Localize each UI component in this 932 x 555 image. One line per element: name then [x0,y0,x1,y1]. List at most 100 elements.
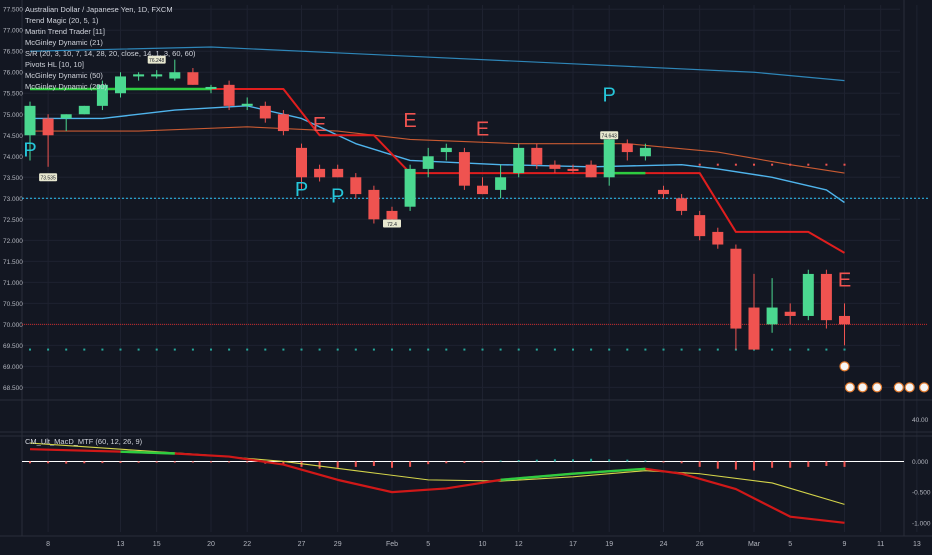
pivot-signal-label: P [23,139,36,161]
candle-body[interactable] [223,84,235,106]
support-dot [65,348,68,351]
event-icon[interactable] [844,382,856,393]
candle-body[interactable] [115,76,126,94]
candle-body[interactable] [549,164,561,169]
support-dot [173,348,176,351]
candle-body[interactable] [151,74,163,77]
pivot-price-label: 74.643 [602,134,618,140]
candle-body[interactable] [133,74,145,77]
macd-histogram-bar [427,461,430,465]
indicator-label[interactable]: McGinley Dynamic (50) [25,71,103,80]
candle-body[interactable] [60,114,72,119]
candle-body[interactable] [766,307,778,325]
candle-body[interactable] [603,139,615,178]
indicator-label[interactable]: Pivots HL [10, 10] [25,60,84,69]
indicator-label[interactable]: McGinley Dynamic (200) [25,82,108,91]
support-dot [553,348,556,351]
event-icon[interactable] [904,382,915,393]
candle-body[interactable] [839,315,850,325]
candle-body[interactable] [169,72,181,79]
candle-body[interactable] [531,147,543,165]
candle-body[interactable] [639,147,651,157]
symbol-title[interactable]: Australian Dollar / Japanese Yen, 1D, FX… [25,5,173,14]
macd-histogram-bar [680,461,683,464]
candle-body[interactable] [78,105,90,115]
indicator-label[interactable]: Martin Trend Trader [11] [25,27,105,36]
stop-marker [825,163,828,166]
support-dot [427,348,430,351]
macd-indicator-label[interactable]: CM_Ult_MacD_MTF (60, 12, 26, 9) [25,437,143,446]
price-axis-tick-label: 70.000 [3,322,23,329]
candle-body[interactable] [676,198,688,211]
price-axis-tick-label: 71.000 [3,280,23,287]
macd-histogram-bar [137,461,140,463]
candle-body[interactable] [658,189,669,195]
candle-body[interactable] [748,307,760,350]
candle-body[interactable] [96,84,108,106]
time-axis-tick-label: 5 [788,541,792,548]
candle-body[interactable] [495,177,507,190]
candle-body[interactable] [458,152,470,186]
candle-body[interactable] [694,215,706,237]
candle-body[interactable] [241,103,253,106]
candle-body[interactable] [477,185,488,195]
support-dot [680,348,683,351]
candle-body[interactable] [820,273,832,321]
candle-body[interactable] [404,168,416,207]
candle-body[interactable] [513,147,525,174]
candle-body[interactable] [712,231,724,245]
time-axis-tick-label: 12 [515,541,523,548]
candle-body[interactable] [440,147,452,153]
candle-body[interactable] [621,143,633,153]
support-dot [716,348,719,351]
candle-body[interactable] [187,72,199,85]
candle-body[interactable] [730,248,742,329]
candle-body[interactable] [567,168,579,171]
event-icon[interactable] [893,382,904,393]
time-axis-tick-label: 20 [207,541,215,548]
candle-body[interactable] [24,105,36,136]
candle-body[interactable] [42,118,54,136]
macd-histogram-bar [101,461,104,464]
candle-body[interactable] [422,156,434,169]
stop-marker [753,163,755,166]
macd-axis-tick-label: -1.000 [912,520,931,527]
event-icon[interactable] [919,382,930,393]
pivot-price-tag [383,219,401,228]
support-dot [698,348,701,351]
support-dot [155,348,158,351]
candle-body[interactable] [205,86,217,90]
candle-body[interactable] [368,189,380,220]
price-axis-tick-label: 76.500 [3,49,23,56]
support-dot [119,348,122,351]
candle-body[interactable] [332,168,344,178]
candle-body[interactable] [314,168,326,178]
candle-body[interactable] [386,210,398,220]
macd-histogram-bar [336,461,339,468]
support-dot [228,348,231,351]
candle-body[interactable] [277,114,289,132]
candle-body[interactable] [802,273,814,316]
price-axis-tick-label: 72.000 [3,238,23,245]
candle-body[interactable] [259,105,271,119]
candle-body[interactable] [585,164,597,178]
exit-signal-label: E [838,270,851,292]
support-dot [372,348,375,351]
macd-histogram-bar [553,459,556,462]
event-icon[interactable] [871,382,883,393]
candle-body[interactable] [350,177,362,195]
indicator-label[interactable]: McGinley Dynamic (21) [25,38,103,47]
indicator-label[interactable]: S/R (20, 3, 10, 7, 14, 28, 20, close, 14… [25,49,196,58]
candle-body[interactable] [784,311,796,316]
macd-histogram-bar [282,461,285,466]
event-icon[interactable] [857,382,868,393]
macd-histogram-bar [228,461,231,463]
event-icon[interactable] [839,361,850,372]
indicator-label[interactable]: Trend Magic (20, 5, 1) [25,16,99,25]
macd-histogram-bar [354,461,357,467]
candle-body[interactable] [296,147,307,178]
stop-marker [716,163,719,166]
